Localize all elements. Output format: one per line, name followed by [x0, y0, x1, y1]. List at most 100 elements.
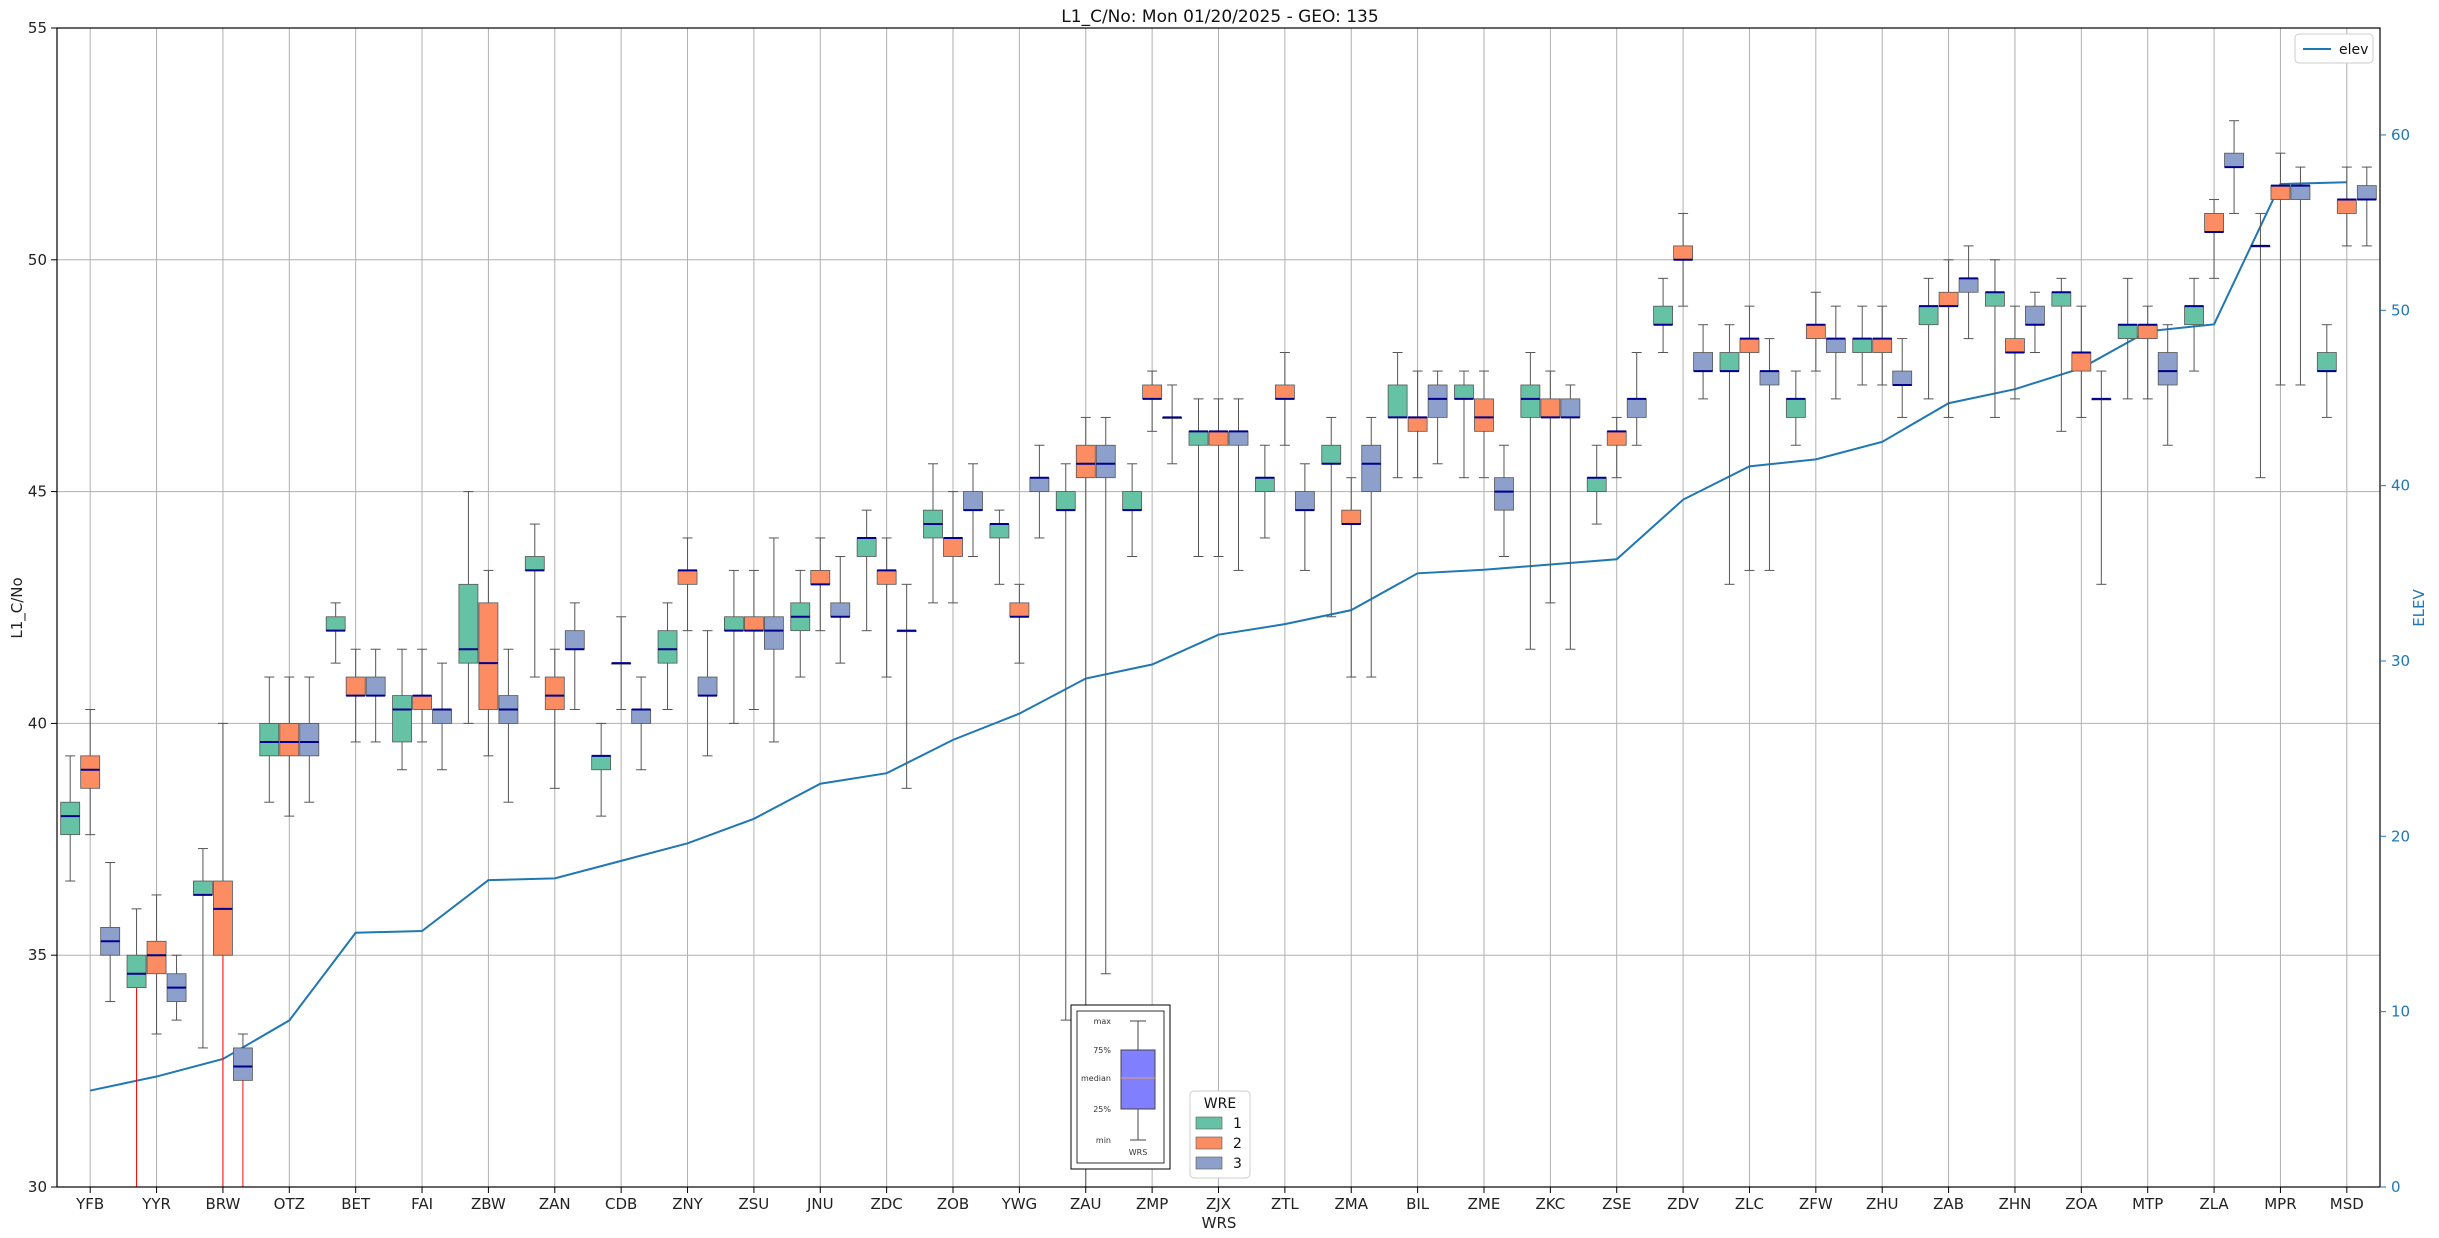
box-iqr — [279, 723, 300, 757]
box-iqr — [2025, 305, 2045, 326]
box-zlc-wre3 — [1759, 338, 1780, 571]
wre-legend-label-3: 3 — [1233, 1156, 1242, 1172]
x-tick-label: OTZ — [274, 1195, 305, 1213]
box-iqr — [80, 755, 101, 789]
x-tick-label: ZAB — [1933, 1195, 1964, 1213]
x-axis: YFB YYR BRW OTZ BET FAI ZBW ZAN CDB ZNY ZSU JNU ZDC Z… — [75, 1187, 2364, 1213]
x-tick-label: MSD — [2330, 1195, 2364, 1213]
boxplot-key-median-label: median — [1081, 1074, 1111, 1083]
x-tick-label: FAI — [411, 1195, 433, 1213]
box-iqr — [432, 709, 452, 724]
x-tick-label: ZMP — [1136, 1195, 1168, 1213]
box-iqr — [126, 954, 147, 989]
y2-tick-label: 50 — [2391, 301, 2410, 319]
box-zau-wre1 — [1055, 463, 1076, 1021]
box-iqr — [299, 723, 320, 757]
x-tick-label: ZHN — [1999, 1195, 2032, 1213]
x-tick-label: ZLC — [1735, 1195, 1764, 1213]
y-tick-label: 45 — [28, 483, 47, 501]
box-zhn-wre1 — [1985, 259, 2005, 418]
x-tick-label: ZSU — [739, 1195, 770, 1213]
box-iqr — [631, 709, 652, 724]
y-tick-label: 35 — [28, 946, 47, 964]
box-iqr — [2157, 352, 2178, 386]
box-zme-wre1 — [1454, 370, 1474, 479]
box-zoa-wre2 — [2071, 305, 2092, 418]
box-iqr — [1274, 384, 1295, 400]
box-iqr — [1626, 398, 1647, 418]
boxplot-key-box — [1120, 1049, 1156, 1110]
box-iqr — [193, 880, 213, 896]
elev-legend: elev — [2294, 33, 2374, 64]
box-iqr — [943, 537, 963, 557]
box-iqr — [1653, 305, 1673, 326]
box-zan-wre2 — [544, 648, 565, 789]
box-zab-wre3 — [1958, 245, 1979, 340]
box-zbw-wre2 — [478, 569, 499, 757]
box-iqr — [697, 676, 718, 696]
box-brw-wre2 — [213, 722, 233, 1187]
box-iqr — [365, 676, 386, 696]
box-zdc-wre1 — [856, 509, 877, 632]
x-tick-label: ZTL — [1271, 1195, 1299, 1213]
y-tick-label: 40 — [28, 714, 47, 732]
box-bet-wre2 — [345, 648, 366, 743]
box-zhn-wre2 — [2005, 305, 2025, 400]
x-tick-label: ZBW — [471, 1195, 506, 1213]
box-iqr — [345, 676, 366, 696]
y2-axis-title: ELEV — [2410, 588, 2428, 626]
box-zlc-wre1 — [1719, 324, 1740, 585]
x-tick-label: YYR — [141, 1195, 171, 1213]
box-brw-wre1 — [193, 848, 213, 1049]
box-iqr — [233, 1047, 253, 1081]
box-iqr — [1785, 398, 1806, 418]
x-tick-label: YFB — [75, 1195, 104, 1213]
box-zsu-wre1 — [724, 569, 744, 724]
box-iqr — [1825, 338, 1846, 353]
box-iqr — [392, 695, 412, 743]
box-zoa-wre1 — [2051, 277, 2072, 432]
box-iqr — [1474, 398, 1494, 432]
box-zoa-wre3 — [2091, 370, 2112, 585]
box-iqr — [2316, 352, 2337, 372]
box-zma-wre3 — [1361, 416, 1382, 678]
box-iqr — [478, 602, 499, 710]
x-tick-label: ZSE — [1602, 1195, 1631, 1213]
box-iqr — [458, 583, 479, 664]
box-zhu-wre3 — [1892, 338, 1913, 418]
x-tick-label: ZHU — [1866, 1195, 1899, 1213]
box-iqr — [325, 616, 346, 632]
box-jnu-wre3 — [830, 556, 851, 664]
y2-tick-label: 40 — [2391, 477, 2410, 495]
box-zlc-wre2 — [1739, 305, 1760, 571]
box-bil-wre2 — [1407, 370, 1428, 479]
box-iqr — [810, 570, 831, 585]
box-iqr — [1321, 444, 1342, 465]
box-zmp-wre2 — [1142, 370, 1163, 432]
box-cdb-wre3 — [631, 676, 652, 771]
box-iqr — [2117, 324, 2138, 340]
box-iqr — [1055, 491, 1076, 511]
x-axis-title: WRS — [1202, 1214, 1237, 1232]
x-tick-label: MTP — [2132, 1195, 2163, 1213]
box-iqr — [1341, 509, 1362, 525]
box-mtp-wre3 — [2157, 324, 2178, 446]
box-zse-wre2 — [1606, 416, 1627, 479]
box-iqr — [963, 491, 983, 511]
box-iqr — [1673, 245, 1693, 261]
x-tick-label: ZMA — [1335, 1195, 1369, 1213]
box-mpr-wre3 — [2290, 166, 2311, 386]
box-iqr — [1892, 370, 1913, 386]
x-tick-label: ZOB — [937, 1195, 969, 1213]
box-iqr — [1361, 444, 1382, 492]
y2-tick-label: 30 — [2391, 652, 2410, 670]
box-zfw-wre1 — [1785, 370, 1806, 446]
box-iqr — [564, 630, 585, 650]
box-zny-wre3 — [697, 630, 718, 757]
box-yfb-wre2 — [80, 708, 101, 836]
box-iqr — [1918, 305, 1939, 326]
box-jnu-wre1 — [790, 569, 811, 678]
box-iqr — [213, 880, 233, 956]
box-iqr — [1029, 477, 1050, 492]
elev-line-layer — [89, 181, 2347, 1092]
